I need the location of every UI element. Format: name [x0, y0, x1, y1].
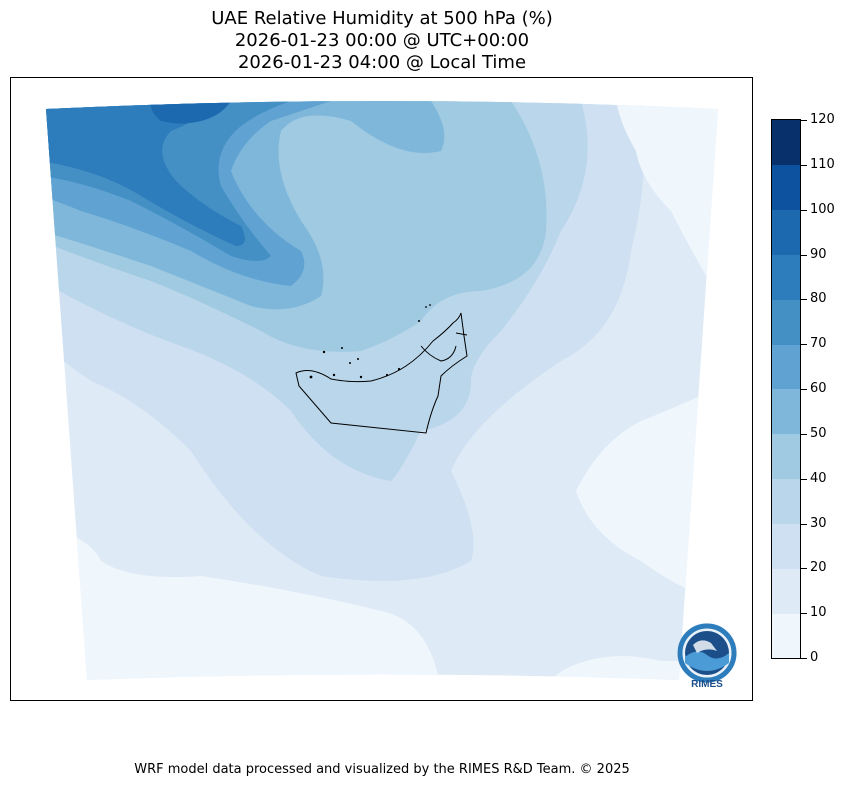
colorbar-tick	[801, 299, 807, 301]
colorbar-tick-label: 40	[810, 470, 827, 486]
title-line-2: 2026-01-23 00:00 @ UTC+00:00	[234, 30, 530, 51]
colorbar-tick-label: 20	[810, 560, 827, 576]
title-line-1: UAE Relative Humidity at 500 hPa (%)	[211, 8, 553, 29]
colorbar-tick-label: 10	[810, 605, 827, 621]
colorbar-segment	[772, 299, 800, 345]
colorbar-tick	[801, 568, 807, 570]
footer-credit: WRF model data processed and visualized …	[134, 762, 630, 777]
colorbar-segment	[772, 433, 800, 480]
colorbar-segment	[772, 613, 800, 658]
colorbar-tick-label: 100	[810, 201, 835, 217]
colorbar-segment	[772, 254, 800, 300]
colorbar-tick	[801, 433, 807, 435]
humidity-band-0-10-south-west	[61, 531, 441, 680]
map-panel: RIMES	[10, 77, 753, 701]
coastal-islands	[309, 304, 431, 379]
map-canvas: RIMES	[46, 101, 737, 690]
humidity-band-0-10-north-east	[616, 101, 718, 301]
colorbar-tick	[801, 523, 807, 525]
colorbar-tick	[801, 120, 807, 121]
rimes-logo: RIMES	[677, 623, 737, 690]
colorbar-tick-label: 30	[810, 515, 827, 531]
humidity-band-0-10-east	[576, 386, 718, 601]
humidity-band-80-90	[46, 101, 245, 246]
uae-boundary	[295, 312, 468, 434]
colorbar-tick	[801, 254, 807, 256]
colorbar-tick	[801, 389, 807, 390]
humidity-band-0-10-south-east	[546, 656, 718, 680]
colorbar-segment	[772, 523, 800, 569]
colorbar-tick-label: 110	[810, 156, 835, 172]
colorbar-segment	[772, 478, 800, 524]
colorbar-tick-label: 70	[810, 336, 827, 352]
humidity-field	[46, 101, 718, 680]
colorbar-tick-label: 0	[810, 650, 819, 665]
colorbar-tick	[801, 613, 807, 615]
colorbar-tick-label: 80	[810, 291, 827, 307]
colorbar-tick	[801, 478, 807, 480]
title-line-3: 2026-01-23 04:00 @ Local Time	[237, 52, 527, 73]
colorbar-segment	[772, 209, 800, 255]
rimes-logo-text: RIMES	[691, 679, 723, 690]
colorbar-segment	[772, 164, 800, 211]
colorbar-tick-label: 60	[810, 381, 827, 396]
colorbar-segment	[772, 389, 800, 435]
colorbar-tick	[801, 209, 807, 211]
colorbar-tick-label: 90	[810, 246, 827, 262]
colorbar-segment	[772, 120, 800, 166]
colorbar-tick	[801, 658, 807, 659]
colorbar-segment	[772, 568, 800, 614]
humidity-band-90-100	[150, 101, 231, 124]
colorbar-tick	[801, 164, 807, 166]
colorbar-tick-label: 50	[810, 425, 827, 441]
colorbar	[771, 119, 801, 659]
colorbar-segment	[772, 344, 800, 390]
colorbar-tick-label: 120	[810, 112, 835, 127]
colorbar-tick	[801, 344, 807, 346]
